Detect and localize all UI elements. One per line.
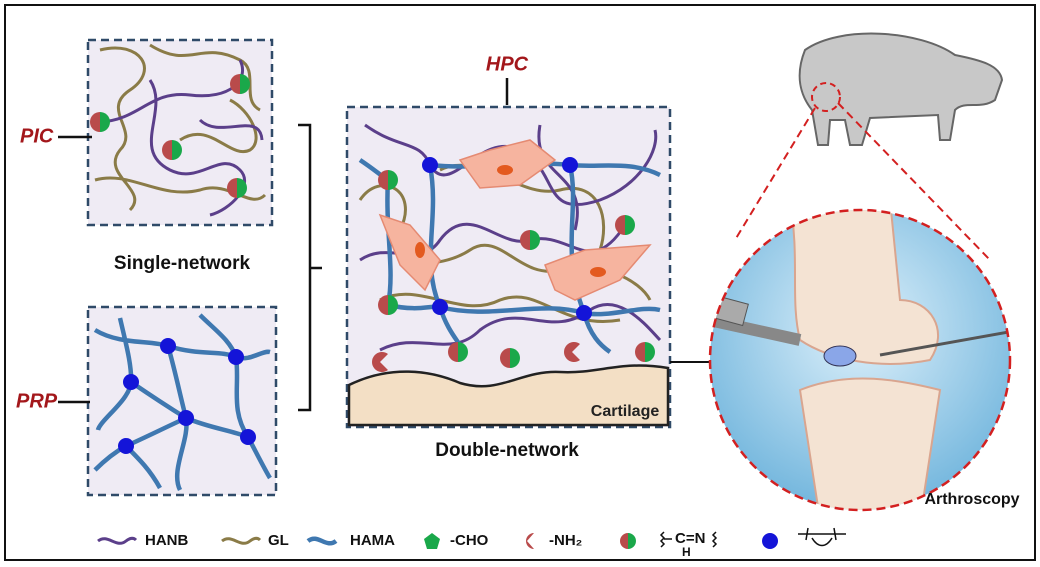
free-amine [563,342,580,362]
legend-hama: HAMA [350,532,395,549]
single-network-panel: PIC Single-network [20,38,274,274]
amine-half [520,230,530,250]
crosslink-nodes [90,74,655,454]
amine-half [615,215,625,235]
aldehyde-half [100,112,110,132]
pic-label: PIC [20,125,54,147]
hpc-label: HPC [486,53,529,75]
blue-node [422,157,438,173]
nuclei [415,165,606,277]
blue-node [576,305,592,321]
bracket [298,123,322,412]
arthroscopy-label: Arthroscopy [924,491,1019,508]
legend-cho: -CHO [450,532,489,549]
blue-node [118,438,134,454]
free-amine [371,352,388,372]
aldehyde-half [510,348,520,368]
aldehyde-half [458,342,468,362]
blue-node [240,429,256,445]
aldehyde-half [625,215,635,235]
amine-half [378,295,388,315]
legend-hanb: HANB [145,532,188,549]
legend-nh2: -NH₂ [549,532,582,549]
blue-node [432,299,448,315]
aldehyde-half [530,230,540,250]
amine-half [378,170,388,190]
aldehyde-half [388,295,398,315]
aldehyde-half [240,74,250,94]
cartilage-label: Cartilage [591,403,660,420]
pig-joint-marker [811,82,841,112]
amine-half [635,342,645,362]
amine-half [448,342,458,362]
aldehyde-half [237,178,247,198]
blue-node [178,410,194,426]
pig [798,32,1004,146]
knee-circle [708,208,1012,512]
legend-imine: C=N [675,530,705,547]
blue-node [123,374,139,390]
double-network-label: Double-network [435,440,579,461]
zoom-lines [734,102,991,261]
prp-label: PRP [16,390,58,412]
knee-view [710,210,1010,510]
amine-half [162,140,172,160]
amine-half [90,112,100,132]
aldehyde-half [388,170,398,190]
aldehyde-half [172,140,182,160]
blue-node [228,349,244,365]
amine-half [500,348,510,368]
aldehyde-half [645,342,655,362]
frame [4,4,1036,561]
legend: HANB GL HAMA -CHO -NH₂ C=N H [97,527,846,559]
blue-node [562,157,578,173]
legend-imine-h: H [682,545,691,559]
amine-half [230,74,240,94]
blue-node [160,338,176,354]
prp-panel: PRP [16,305,278,497]
amine-half [227,178,237,198]
legend-gl: GL [268,532,289,549]
single-network-label: Single-network [114,253,251,274]
